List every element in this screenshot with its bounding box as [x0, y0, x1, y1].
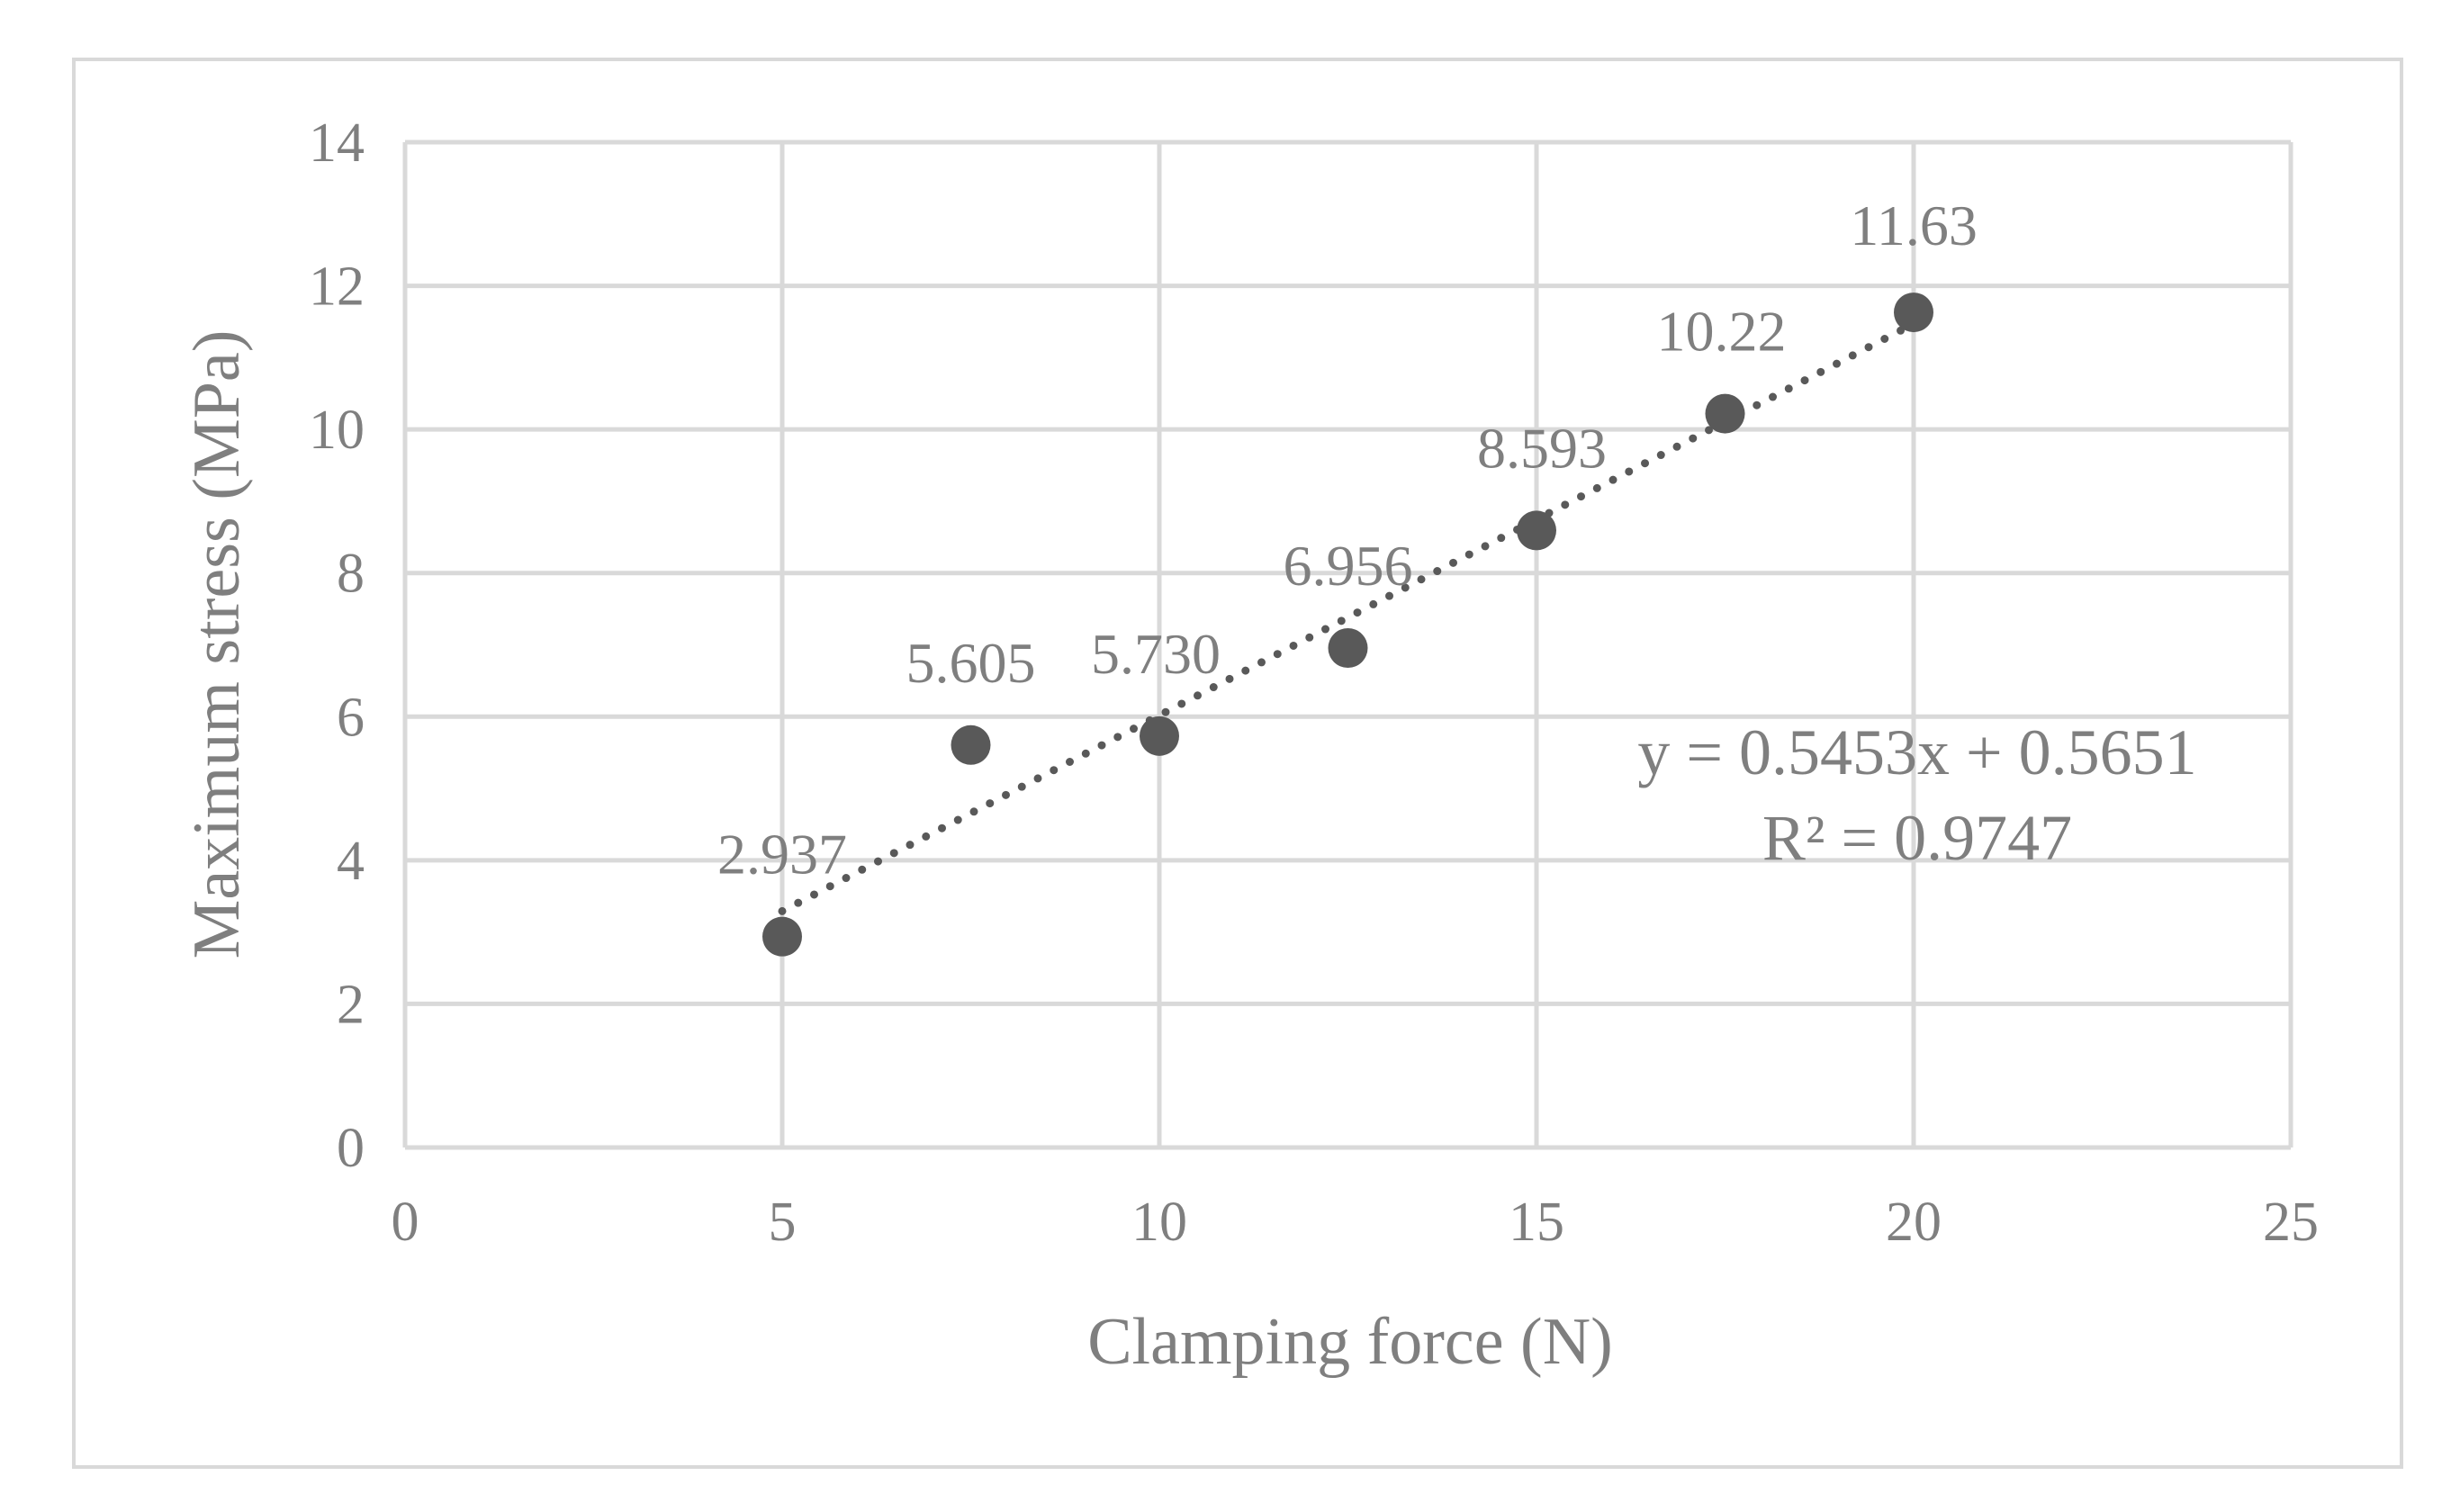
data-label: 5.730 — [1091, 622, 1221, 686]
y-tick-label: 10 — [309, 400, 365, 461]
data-label: 10.22 — [1657, 300, 1787, 364]
x-tick-label: 15 — [1509, 1192, 1564, 1253]
data-point — [1705, 393, 1745, 434]
data-points — [762, 292, 1933, 957]
y-tick-label: 8 — [337, 544, 365, 605]
trendline-equation: y = 0.5453x + 0.5651 — [1637, 716, 2196, 788]
data-label: 2.937 — [717, 823, 847, 886]
y-tick-label: 12 — [309, 256, 365, 318]
y-tick-label: 2 — [337, 974, 365, 1035]
trendline-r-squared: R² = 0.9747 — [1762, 802, 2072, 874]
data-point — [1894, 292, 1933, 333]
x-tick-label: 0 — [392, 1192, 419, 1253]
chart-border — [72, 58, 2403, 1469]
x-tick-label: 25 — [2263, 1192, 2319, 1253]
data-label: 8.593 — [1477, 416, 1607, 480]
data-point — [1140, 716, 1179, 756]
x-tick-label: 10 — [1131, 1192, 1187, 1253]
tick-labels: 0 2 4 6 8 10 12 14 0 5 10 15 20 25 — [309, 112, 2319, 1253]
data-labels: 2.937 5.605 5.730 6.956 8.593 10.22 11.63 — [717, 194, 1978, 886]
data-point — [1328, 628, 1368, 669]
x-tick-label: 5 — [769, 1192, 797, 1253]
x-tick-label: 20 — [1886, 1192, 1942, 1253]
data-point — [762, 916, 802, 957]
data-label: 11.63 — [1850, 194, 1978, 257]
y-axis-title: Maximum stress (MPa) — [180, 330, 254, 959]
gridlines — [402, 140, 2293, 1150]
y-tick-label: 0 — [337, 1118, 365, 1179]
x-axis-title: Clamping force (N) — [1087, 1305, 1613, 1379]
data-point — [951, 724, 991, 765]
data-point — [1517, 510, 1556, 551]
data-label: 5.605 — [906, 631, 1036, 695]
y-tick-label: 4 — [337, 831, 365, 892]
y-tick-label: 14 — [309, 112, 365, 174]
data-label: 6.956 — [1284, 534, 1413, 598]
y-tick-label: 6 — [337, 687, 365, 748]
